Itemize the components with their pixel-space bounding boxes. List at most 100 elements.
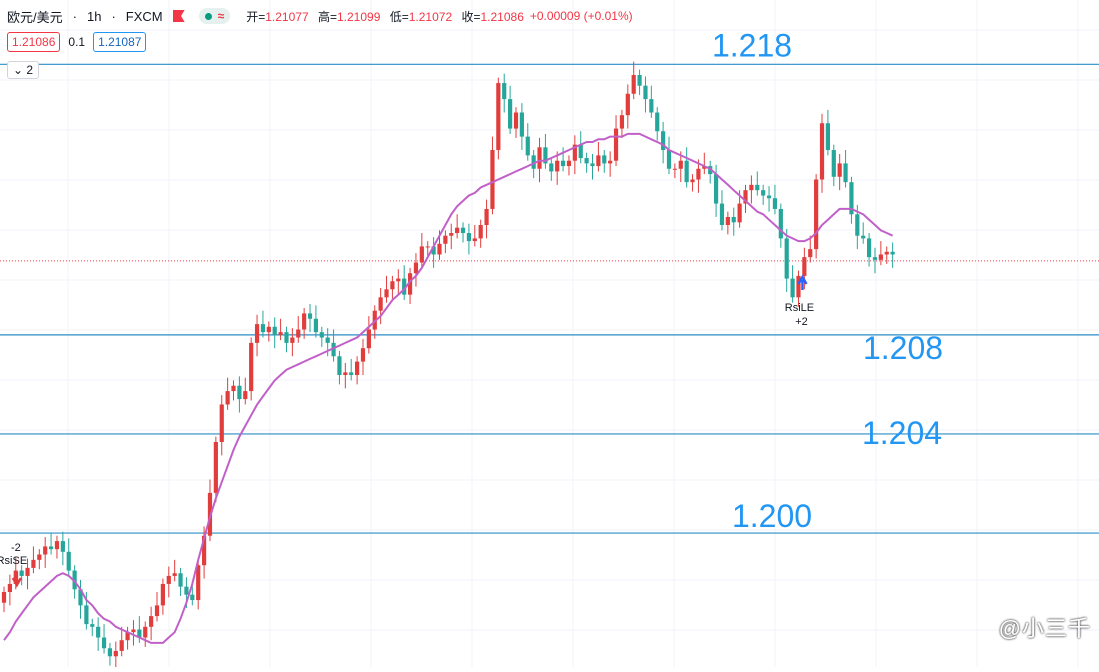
candle-body	[419, 246, 424, 263]
candle-body	[101, 637, 107, 649]
candle-body	[66, 551, 71, 571]
candle-body	[425, 246, 430, 248]
candle-body	[725, 216, 730, 226]
level-label: 1.204	[862, 415, 942, 451]
candle-body	[731, 216, 736, 223]
sell-button[interactable]: 1.21086	[7, 32, 61, 52]
candle-body	[443, 235, 448, 244]
trade-buttons: 1.21086 0.1 1.21087	[7, 32, 147, 52]
candle-body	[755, 184, 760, 191]
candle-body	[154, 605, 160, 617]
source-label: FXCM	[125, 8, 163, 24]
spread-value: 0.1	[68, 35, 86, 49]
candle-body	[519, 112, 524, 137]
candle-body	[872, 257, 878, 260]
candle-body	[655, 112, 660, 132]
low-label: 低=	[389, 9, 409, 24]
market-open-dot-icon	[204, 12, 212, 20]
level-label: 1.200	[732, 498, 812, 534]
moving-average-line	[3, 132, 894, 644]
indicator-collapse-button[interactable]: ⌄ 2	[7, 61, 40, 79]
candle-body	[25, 567, 30, 576]
candle-body	[802, 257, 807, 276]
candle-body	[160, 583, 165, 606]
candle-body	[190, 594, 195, 601]
candle-body	[819, 123, 825, 180]
candle-body	[484, 208, 489, 226]
candle-body	[37, 554, 42, 560]
candle-body	[761, 190, 766, 196]
candle-body	[602, 155, 607, 164]
candle-body	[290, 337, 295, 343]
candle-body	[631, 75, 636, 94]
level-label: 1.218	[712, 27, 792, 63]
signal-qty: +2	[795, 316, 808, 328]
open-label: 开=	[246, 9, 266, 24]
candle-body	[572, 144, 577, 161]
candle-body	[31, 559, 36, 568]
candle-body	[231, 385, 236, 392]
candle-body	[60, 541, 65, 552]
candle-body	[284, 332, 289, 343]
candle-body	[637, 75, 642, 86]
candle-body	[178, 573, 183, 587]
symbol-name[interactable]: 欧元/美元	[7, 9, 63, 25]
signal-label: RsiSE	[0, 555, 27, 567]
candle-body	[666, 150, 672, 169]
candle-body	[843, 163, 848, 183]
candle-body	[525, 136, 530, 156]
candle-body	[790, 278, 795, 298]
close-value: 1.21086	[480, 9, 524, 24]
candle-body	[278, 332, 283, 335]
short-signal-arrow-icon	[11, 572, 22, 588]
signal-label: RsiLE	[785, 302, 814, 314]
candle-body	[137, 629, 142, 638]
candle-body	[431, 246, 436, 255]
candle-body	[19, 570, 24, 576]
separator: ·	[72, 8, 77, 24]
candle-body	[7, 583, 12, 592]
candle-body	[702, 166, 707, 169]
candle-body	[508, 99, 513, 129]
candle-body	[531, 155, 536, 169]
signal-qty: -2	[11, 542, 21, 554]
candle-body	[390, 281, 395, 290]
candle-body	[737, 203, 742, 223]
buy-button[interactable]: 1.21087	[93, 32, 147, 52]
candle-body	[131, 629, 136, 633]
candle-body	[366, 329, 371, 349]
candle-body	[696, 168, 701, 180]
long-signal-arrow-icon	[797, 274, 808, 290]
low-value: 1.21072	[408, 9, 453, 24]
candle-body	[266, 326, 271, 333]
candle-body	[378, 297, 383, 311]
candle-body	[560, 160, 566, 167]
candle-body	[831, 150, 836, 177]
candle-body	[596, 155, 601, 167]
candle-body	[502, 83, 507, 100]
candle-body	[878, 254, 883, 260]
candle-body	[331, 342, 336, 357]
candle-body	[513, 112, 519, 129]
candle-body	[778, 208, 783, 239]
candle-body	[402, 278, 407, 295]
candle-body	[478, 225, 483, 239]
candle-body	[360, 348, 366, 362]
candle-body	[661, 131, 666, 151]
candle-body	[555, 160, 560, 172]
market-status-badge[interactable]: ≈	[198, 8, 231, 24]
candle-body	[407, 273, 413, 295]
candle-body	[213, 441, 218, 493]
candle-body	[719, 203, 725, 226]
candle-body	[837, 163, 842, 177]
interval-label[interactable]: 1h	[86, 8, 102, 24]
candle-body	[225, 391, 230, 405]
candle-body	[713, 174, 719, 204]
candle-body	[496, 83, 501, 151]
candle-body	[119, 640, 124, 651]
candle-body	[649, 99, 654, 113]
flag-icon[interactable]	[172, 10, 185, 22]
candle-body	[672, 168, 677, 170]
